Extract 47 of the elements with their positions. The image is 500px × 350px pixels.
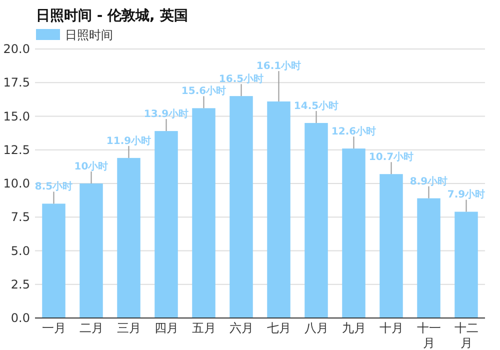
- x-tick-label: 九月: [342, 321, 366, 335]
- x-tick-label: 六月: [229, 321, 254, 335]
- bar: [230, 96, 253, 318]
- chart-title: 日照时间 - 伦敦城, 英国: [36, 7, 188, 24]
- y-tick-label: 17.5: [3, 76, 30, 90]
- bar: [42, 204, 66, 318]
- y-tick-label: 15.0: [3, 109, 30, 124]
- x-tick-label: 一月: [42, 321, 66, 335]
- data-label: 13.9小时: [144, 108, 189, 120]
- bar: [154, 131, 178, 318]
- data-label: 15.6小时: [181, 85, 226, 98]
- bar: [342, 148, 366, 318]
- bar: [380, 174, 403, 318]
- y-tick-label: 10.0: [3, 176, 30, 190]
- x-tick-label: 二月: [79, 321, 104, 335]
- data-label: 16.1小时: [256, 60, 302, 72]
- data-label: 7.9小时: [447, 188, 486, 201]
- y-tick-label: 20.0: [3, 42, 30, 56]
- bar: [267, 101, 290, 318]
- data-label: 8.5小时: [34, 180, 73, 193]
- data-label: 8.9小时: [410, 175, 448, 188]
- bar: [80, 184, 103, 318]
- x-tick-label: 三月: [116, 321, 141, 335]
- bar: [192, 108, 216, 318]
- x-tick-label: 八月: [304, 321, 328, 335]
- x-tick-label: 七月: [266, 321, 291, 335]
- x-tick-label: 十二月: [454, 321, 478, 350]
- data-label: 14.5小时: [294, 100, 339, 112]
- data-label: 12.6小时: [331, 126, 376, 138]
- legend-label: 日照时间: [65, 28, 113, 42]
- bar: [304, 122, 328, 318]
- bar: [454, 212, 478, 318]
- data-label: 16.5小时: [218, 73, 264, 86]
- data-label: 11.9小时: [106, 134, 152, 147]
- x-tick-label: 十一月: [416, 321, 441, 350]
- y-tick-label: 7.5: [10, 210, 30, 224]
- data-label: 10小时: [74, 160, 108, 172]
- y-tick-label: 2.5: [10, 277, 30, 292]
- x-tick-label: 五月: [192, 321, 216, 335]
- y-tick-label: 0.0: [10, 311, 30, 325]
- y-tick-label: 12.5: [3, 142, 30, 157]
- data-label: 10.7小时: [368, 151, 414, 164]
- x-tick-label: 四月: [154, 321, 178, 335]
- y-tick-label: 5.0: [10, 244, 30, 258]
- x-tick-label: 十月: [379, 321, 404, 335]
- bar: [117, 158, 140, 318]
- bar: [417, 198, 440, 318]
